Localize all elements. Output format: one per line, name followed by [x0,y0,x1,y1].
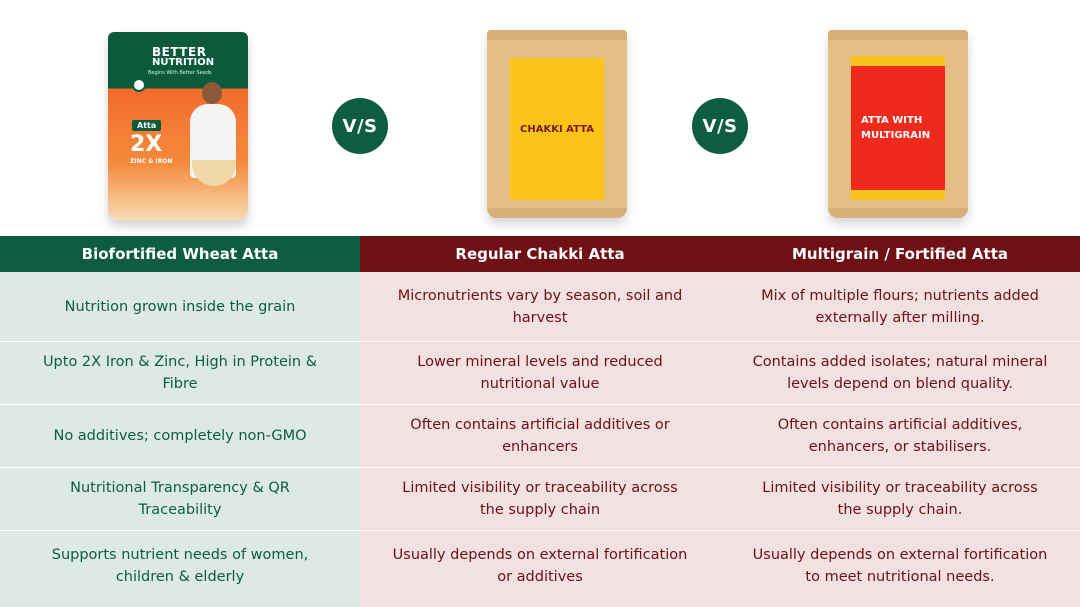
table-cell: Contains added isolates; natural mineral… [752,354,1048,392]
header-multigrain: Multigrain / Fortified Atta [720,236,1080,272]
table-cell: Usually depends on external fortificatio… [752,547,1048,585]
table-cell: Nutritional Transparency & QR Traceabili… [70,480,290,518]
flour-bowl-icon [192,160,236,186]
column-multigrain: Mix of multiple flours; nutrients added … [720,272,1080,607]
multigrain-atta-label: ATTA WITH MULTIGRAIN [851,66,945,190]
table-cell: Upto 2X Iron & Zinc, High in Protein & F… [42,354,318,392]
table-cell: Lower mineral levels and reduced nutriti… [417,354,663,392]
product-comparison-banner: BETTER NUTRITION Begins With Better Seed… [0,0,1080,236]
chakki-atta-label: CHAKKI ATTA [510,58,604,200]
pack-tagline: Begins With Better Seeds [148,70,212,76]
pack-brand-line2: NUTRITION [152,57,215,68]
table-cell: Limited visibility or traceability acros… [402,480,678,518]
table-cell: Mix of multiple flours; nutrients added … [761,287,1039,326]
table-cell: Often contains artificial additives or e… [410,417,670,455]
pack-highlight: 2X [130,132,163,157]
seal-icon [132,78,146,92]
table-cell: No additives; completely non-GMO [53,428,307,444]
pack-brand-line1: BETTER [152,45,207,59]
table-cell: Supports nutrient needs of women, childr… [51,547,309,585]
vs-badge-2: V/S [692,98,748,154]
column-biofortified: Nutrition grown inside the grain Upto 2X… [0,272,360,607]
table-cell: Often contains artificial additives, enh… [777,417,1023,455]
header-regular-chakki: Regular Chakki Atta [360,236,720,272]
table-cell: Micronutrients vary by season, soil and … [397,287,683,326]
better-nutrition-atta-pack: BETTER NUTRITION Begins With Better Seed… [108,32,248,220]
header-biofortified: Biofortified Wheat Atta [0,236,360,272]
pack-highlight-sub: ZINC & IRON [130,158,173,165]
pack-badge: Atta [132,120,162,131]
table-cell: Usually depends on external fortificatio… [392,547,688,585]
chakki-atta-bag: CHAKKI ATTA [487,30,627,218]
column-regular-chakki: Micronutrients vary by season, soil and … [360,272,720,607]
multigrain-atta-bag: ATTA WITH MULTIGRAIN [828,30,968,218]
table-cell: Limited visibility or traceability acros… [762,480,1038,518]
table-cell: Nutrition grown inside the grain [64,298,296,315]
vs-badge-1: V/S [332,98,388,154]
comparison-table: Biofortified Wheat Atta Regular Chakki A… [0,236,1080,607]
